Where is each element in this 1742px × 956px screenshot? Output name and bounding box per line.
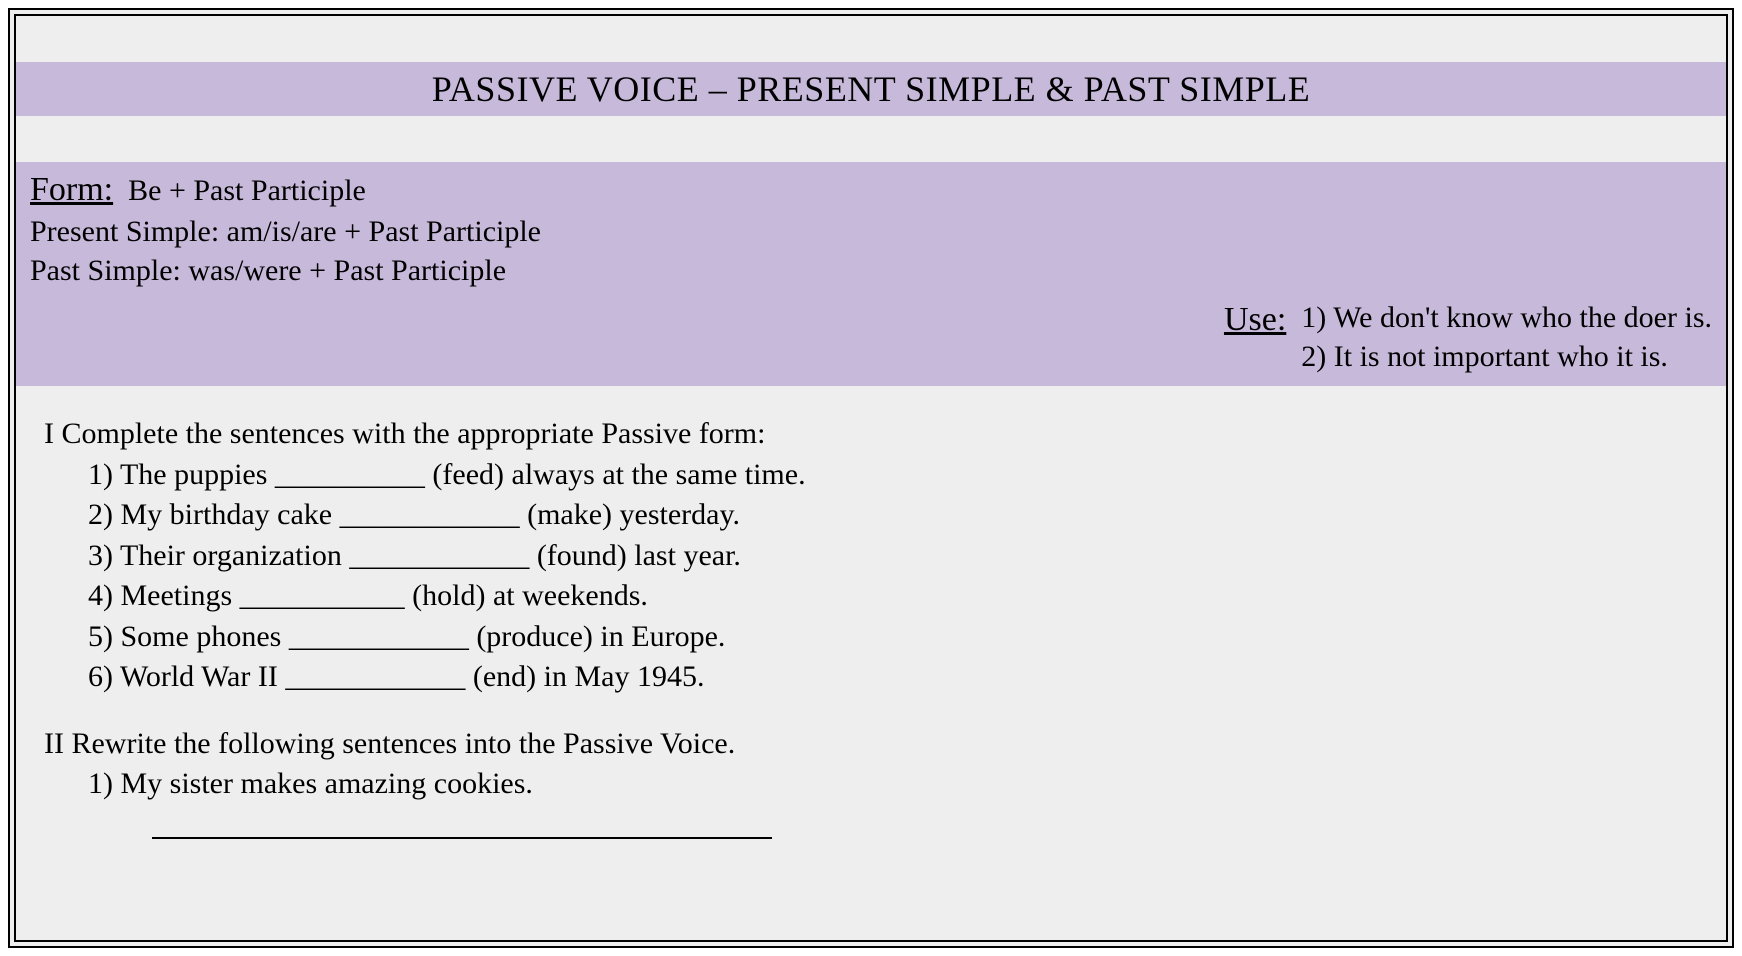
spacer — [44, 698, 1712, 724]
use-line-2: 2) It is not important who it is. — [1301, 340, 1668, 373]
outer-border: PASSIVE VOICE – PRESENT SIMPLE & PAST SI… — [8, 8, 1734, 948]
exercise1-item: 5) Some phones ____________ (produce) in… — [88, 617, 1712, 658]
form-label: Form: — [30, 171, 113, 208]
answer-line[interactable] — [152, 817, 772, 839]
form-line-past: Past Simple: was/were + Past Participle — [30, 251, 1712, 290]
exercise1-item: 2) My birthday cake ____________ (make) … — [88, 495, 1712, 536]
exercise1-items: 1) The puppies __________ (feed) always … — [44, 455, 1712, 698]
exercise2-heading: II Rewrite the following sentences into … — [44, 724, 1712, 765]
use-label: Use: — [1224, 301, 1286, 338]
exercise1-item: 4) Meetings ___________ (hold) at weeken… — [88, 576, 1712, 617]
exercise1-item: 1) The puppies __________ (feed) always … — [88, 455, 1712, 496]
exercise1-heading: I Complete the sentences with the approp… — [44, 414, 1712, 455]
form-line-main: Form: Be + Past Participle — [30, 168, 1712, 212]
exercise1-item: 3) Their organization ____________ (foun… — [88, 536, 1712, 577]
page: PASSIVE VOICE – PRESENT SIMPLE & PAST SI… — [0, 0, 1742, 956]
form-line-present: Present Simple: am/is/are + Past Partici… — [30, 212, 1712, 251]
exercise2-item: 1) My sister makes amazing cookies. — [88, 764, 1712, 805]
use-line-1: 1) We don't know who the doer is. — [1301, 301, 1712, 334]
page-title: PASSIVE VOICE – PRESENT SIMPLE & PAST SI… — [432, 69, 1311, 109]
inner-border: PASSIVE VOICE – PRESENT SIMPLE & PAST SI… — [14, 14, 1728, 942]
title-band: PASSIVE VOICE – PRESENT SIMPLE & PAST SI… — [16, 62, 1726, 116]
form-main: Be + Past Participle — [128, 174, 366, 207]
use-lines: 1) We don't know who the doer is. 2) It … — [1301, 298, 1712, 376]
use-block: Use: 1) We don't know who the doer is. 2… — [30, 298, 1712, 376]
info-band: Form: Be + Past Participle Present Simpl… — [16, 162, 1726, 386]
exercises: I Complete the sentences with the approp… — [16, 386, 1726, 839]
exercise1-item: 6) World War II ____________ (end) in Ma… — [88, 657, 1712, 698]
exercise2-items: 1) My sister makes amazing cookies. — [44, 764, 1712, 839]
